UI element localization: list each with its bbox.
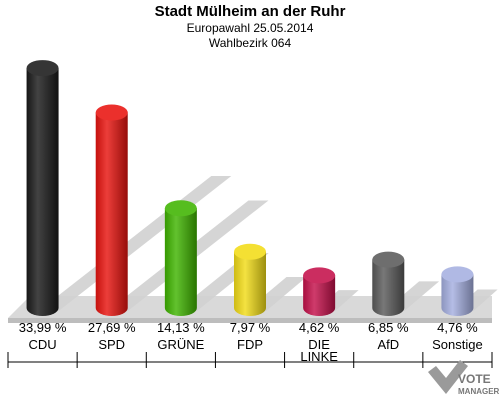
- vote-manager-logo: VOTE MANAGER: [428, 360, 500, 396]
- category-label: LINKE: [300, 349, 338, 364]
- bar-top: [95, 104, 128, 121]
- value-label: 7,97 %: [230, 320, 271, 335]
- vote-manager-logo-icon: [428, 360, 468, 394]
- category-label: DIE: [308, 337, 330, 352]
- bar-spd: [95, 112, 128, 317]
- category-label: AfD: [377, 337, 399, 352]
- bar-top: [372, 251, 405, 268]
- bar-die-linke: [303, 275, 336, 316]
- bar-top: [164, 200, 197, 217]
- chart-subtitle-election: Europawahl 25.05.2014: [186, 21, 314, 35]
- floor-edge: [8, 318, 492, 323]
- bar-top: [441, 266, 474, 283]
- bar-top: [26, 60, 59, 77]
- value-labels: 33,99 % 27,69 % 14,13 % 7,97 % 4,62 % 6,85 % 4…: [19, 320, 478, 335]
- logo-text-vote: VOTE: [458, 372, 491, 386]
- bar-grüne: [164, 208, 197, 316]
- category-label: SPD: [98, 337, 125, 352]
- value-label: 27,69 %: [88, 320, 136, 335]
- bar-top: [234, 243, 266, 260]
- value-label: 14,13 %: [157, 320, 205, 335]
- bar-sonstige: [441, 274, 474, 316]
- chart-subtitle-district: Wahlbezirk 064: [208, 36, 292, 50]
- value-label: 33,99 %: [19, 320, 67, 335]
- bar-cdu: [26, 68, 59, 316]
- chart-title: Stadt Mülheim an der Ruhr: [154, 3, 346, 20]
- bars: [26, 60, 474, 317]
- category-label: FDP: [237, 337, 263, 352]
- category-label: Sonstige: [432, 337, 483, 352]
- value-label: 4,76 %: [437, 320, 478, 335]
- value-label: 4,62 %: [299, 320, 340, 335]
- category-label: GRÜNE: [157, 337, 204, 352]
- category-label: CDU: [28, 337, 56, 352]
- logo-text-manager: MANAGER: [458, 387, 500, 396]
- bar-afd: [372, 259, 405, 316]
- bar-fdp: [234, 251, 266, 316]
- bar-top: [303, 267, 336, 284]
- value-label: 6,85 %: [368, 320, 409, 335]
- chart-header: Stadt Mülheim an der Ruhr Europawahl 25.…: [0, 3, 500, 51]
